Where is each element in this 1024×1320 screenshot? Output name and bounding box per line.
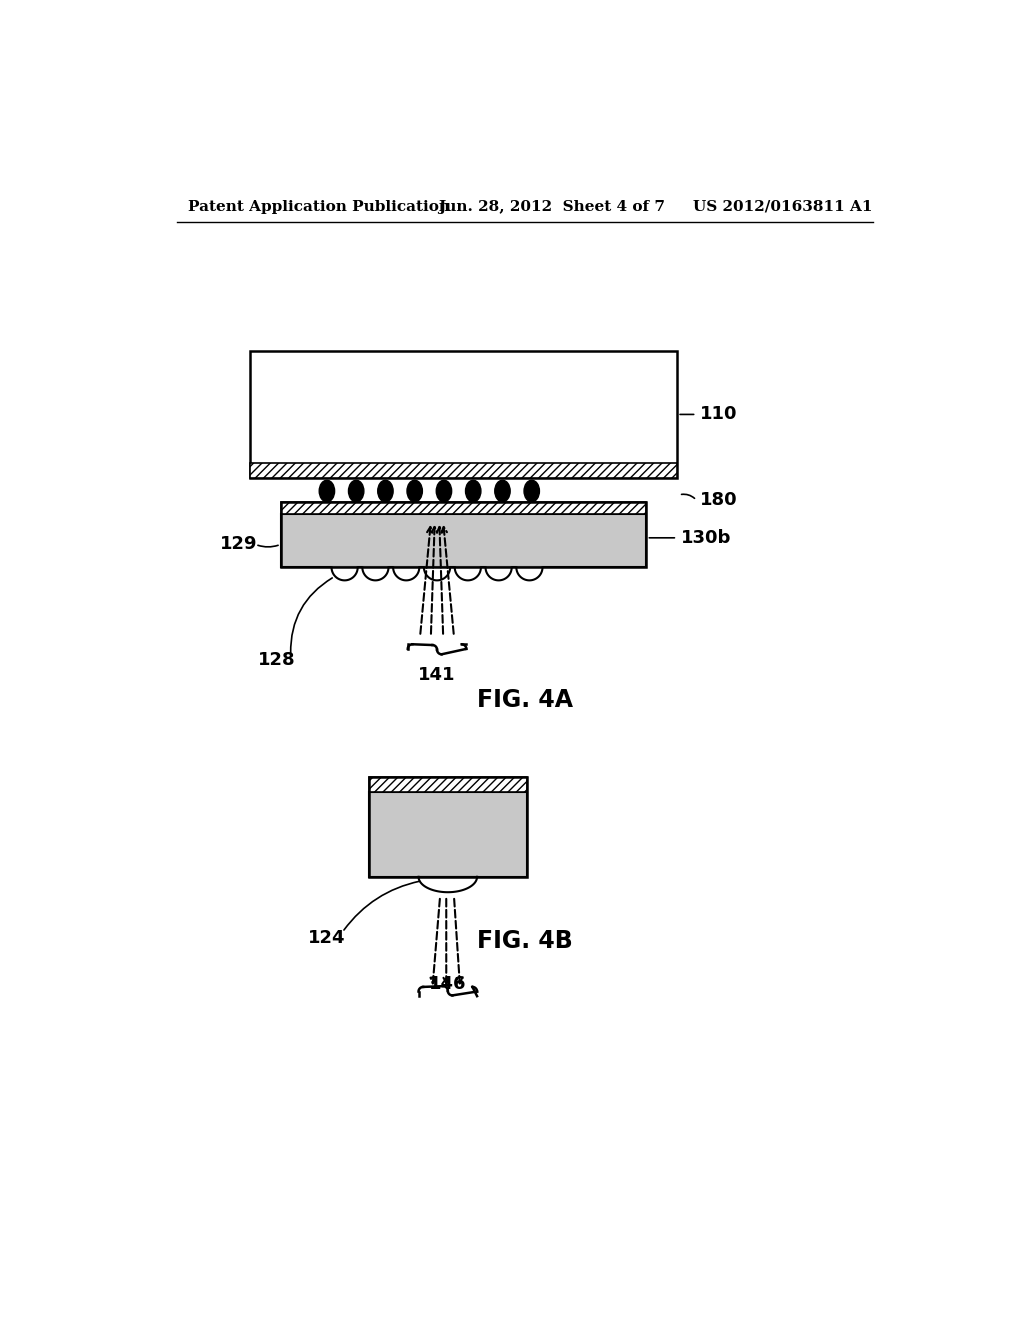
Text: 124: 124 bbox=[308, 929, 346, 948]
Ellipse shape bbox=[319, 480, 335, 502]
Text: 110: 110 bbox=[700, 405, 738, 424]
Ellipse shape bbox=[407, 480, 422, 502]
Text: 128: 128 bbox=[258, 651, 296, 669]
Text: US 2012/0163811 A1: US 2012/0163811 A1 bbox=[692, 199, 872, 214]
Polygon shape bbox=[455, 568, 481, 581]
Polygon shape bbox=[393, 568, 419, 581]
Text: FIG. 4B: FIG. 4B bbox=[477, 929, 572, 953]
Ellipse shape bbox=[524, 480, 540, 502]
Bar bbox=[281, 502, 646, 515]
Text: 141: 141 bbox=[418, 665, 456, 684]
Text: FIG. 4A: FIG. 4A bbox=[477, 688, 572, 711]
Bar bbox=[281, 515, 646, 568]
Ellipse shape bbox=[378, 480, 393, 502]
Polygon shape bbox=[485, 568, 512, 581]
Bar bbox=[370, 776, 527, 876]
Polygon shape bbox=[424, 568, 451, 581]
Polygon shape bbox=[419, 876, 477, 892]
Text: 129: 129 bbox=[219, 536, 257, 553]
Bar bbox=[370, 776, 527, 792]
Polygon shape bbox=[516, 568, 543, 581]
Text: 130b: 130b bbox=[681, 529, 731, 546]
Text: 180: 180 bbox=[700, 491, 738, 510]
Ellipse shape bbox=[495, 480, 510, 502]
Text: Patent Application Publication: Patent Application Publication bbox=[188, 199, 451, 214]
Text: Jun. 28, 2012  Sheet 4 of 7: Jun. 28, 2012 Sheet 4 of 7 bbox=[438, 199, 666, 214]
Polygon shape bbox=[332, 568, 357, 581]
Bar bbox=[250, 462, 677, 478]
Ellipse shape bbox=[466, 480, 481, 502]
Polygon shape bbox=[362, 568, 388, 581]
Text: 146: 146 bbox=[429, 974, 467, 993]
Bar bbox=[370, 792, 527, 876]
Bar bbox=[250, 351, 677, 478]
Ellipse shape bbox=[436, 480, 452, 502]
Bar bbox=[281, 502, 646, 568]
Ellipse shape bbox=[348, 480, 364, 502]
